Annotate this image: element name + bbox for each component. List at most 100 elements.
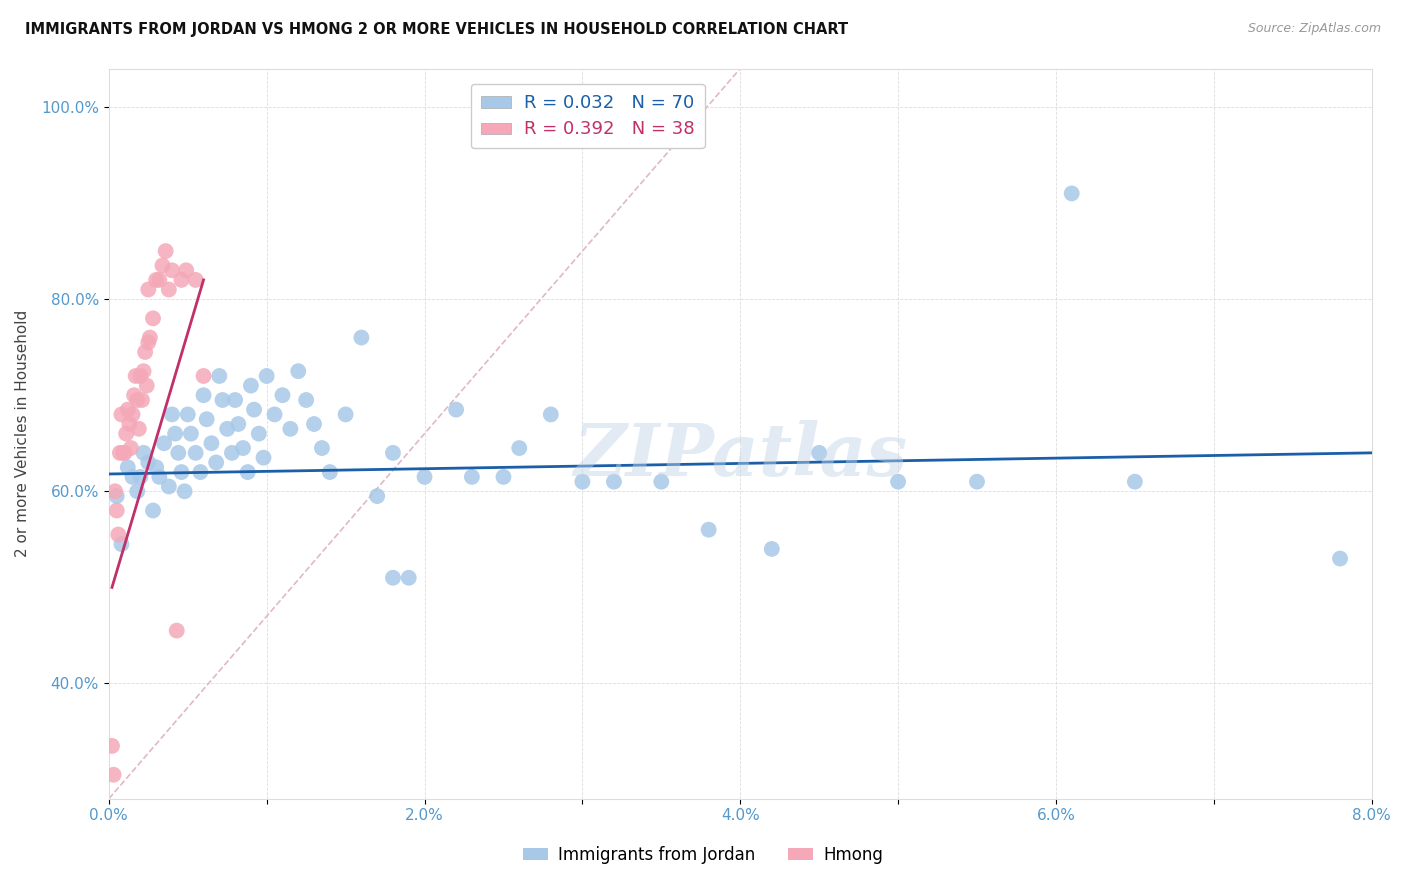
Point	[184, 273, 207, 287]
Point	[157, 283, 180, 297]
Point	[148, 470, 170, 484]
Point	[127, 484, 149, 499]
Point	[131, 392, 153, 407]
Point	[224, 392, 246, 407]
Point	[121, 408, 143, 422]
Point	[170, 273, 193, 287]
Point	[200, 436, 222, 450]
Text: IMMIGRANTS FROM JORDAN VS HMONG 2 OR MORE VEHICLES IN HOUSEHOLD CORRELATION CHAR: IMMIGRANTS FROM JORDAN VS HMONG 2 OR MOR…	[25, 22, 848, 37]
Point	[226, 417, 249, 431]
Point	[381, 571, 404, 585]
Point	[166, 624, 188, 638]
Point	[173, 484, 195, 499]
Point	[319, 465, 342, 479]
Point	[110, 408, 132, 422]
Point	[761, 541, 783, 556]
Point	[136, 455, 159, 469]
Point	[118, 417, 141, 431]
Point	[114, 446, 136, 460]
Point	[398, 571, 420, 585]
Point	[263, 408, 285, 422]
Point	[271, 388, 294, 402]
Point	[232, 441, 254, 455]
Point	[697, 523, 720, 537]
Point	[139, 330, 162, 344]
Point	[335, 408, 357, 422]
Point	[887, 475, 910, 489]
Point	[366, 489, 388, 503]
Point	[381, 446, 404, 460]
Point	[508, 441, 530, 455]
Point	[108, 446, 131, 460]
Point	[110, 537, 132, 551]
Point	[603, 475, 626, 489]
Point	[157, 479, 180, 493]
Point	[128, 422, 150, 436]
Point	[121, 470, 143, 484]
Point	[103, 768, 125, 782]
Point	[152, 259, 174, 273]
Point	[153, 436, 176, 450]
Point	[190, 465, 212, 479]
Point	[302, 417, 325, 431]
Point	[165, 426, 187, 441]
Point	[256, 369, 278, 384]
Point	[142, 311, 165, 326]
Point	[540, 408, 562, 422]
Point	[195, 412, 218, 426]
Point	[252, 450, 274, 465]
Point	[160, 263, 183, 277]
Point	[1329, 551, 1351, 566]
Point	[105, 489, 128, 503]
Point	[221, 446, 243, 460]
Point	[115, 426, 138, 441]
Point	[208, 369, 231, 384]
Legend: R = 0.032   N = 70, R = 0.392   N = 38: R = 0.032 N = 70, R = 0.392 N = 38	[471, 84, 704, 148]
Point	[155, 244, 177, 258]
Point	[170, 465, 193, 479]
Text: ZIPatlas: ZIPatlas	[574, 420, 907, 491]
Point	[236, 465, 259, 479]
Point	[350, 330, 373, 344]
Point	[101, 739, 124, 753]
Point	[247, 426, 270, 441]
Point	[217, 422, 239, 436]
Point	[295, 392, 318, 407]
Point	[129, 470, 152, 484]
Point	[135, 378, 157, 392]
Point	[145, 273, 167, 287]
Point	[205, 455, 228, 469]
Point	[148, 273, 170, 287]
Point	[117, 402, 139, 417]
Point	[105, 503, 128, 517]
Point	[193, 388, 215, 402]
Point	[129, 369, 152, 384]
Text: Source: ZipAtlas.com: Source: ZipAtlas.com	[1247, 22, 1381, 36]
Point	[280, 422, 302, 436]
Point	[650, 475, 672, 489]
Point	[1123, 475, 1146, 489]
Point	[104, 484, 127, 499]
Point	[966, 475, 988, 489]
Point	[180, 426, 202, 441]
Point	[132, 364, 155, 378]
Point	[211, 392, 233, 407]
Point	[112, 446, 135, 460]
Point	[177, 408, 200, 422]
Point	[145, 460, 167, 475]
Point	[160, 408, 183, 422]
Point	[239, 378, 262, 392]
Point	[571, 475, 593, 489]
Point	[117, 460, 139, 475]
Point	[193, 369, 215, 384]
Point	[413, 470, 436, 484]
Point	[132, 446, 155, 460]
Point	[122, 388, 145, 402]
Point	[184, 446, 207, 460]
Y-axis label: 2 or more Vehicles in Household: 2 or more Vehicles in Household	[15, 310, 30, 558]
Point	[142, 503, 165, 517]
Point	[492, 470, 515, 484]
Legend: Immigrants from Jordan, Hmong: Immigrants from Jordan, Hmong	[516, 839, 890, 871]
Point	[287, 364, 309, 378]
Point	[1060, 186, 1083, 201]
